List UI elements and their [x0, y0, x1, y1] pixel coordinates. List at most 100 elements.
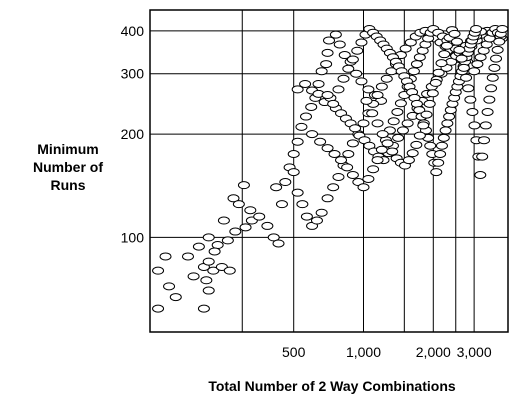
data-points — [152, 24, 509, 313]
data-point — [321, 91, 334, 100]
data-point — [485, 84, 498, 93]
data-point — [474, 53, 487, 62]
data-point — [208, 247, 221, 256]
data-point — [346, 55, 359, 64]
data-point — [328, 150, 341, 159]
data-point — [490, 54, 503, 63]
data-point — [300, 212, 313, 221]
data-point — [187, 272, 200, 281]
data-point — [448, 29, 461, 38]
data-point — [366, 109, 379, 118]
data-point — [429, 78, 442, 87]
data-point — [315, 208, 328, 217]
data-point — [275, 200, 288, 209]
data-point — [404, 38, 417, 47]
data-point — [202, 257, 215, 266]
data-point — [244, 206, 257, 215]
data-point — [476, 152, 489, 161]
data-point — [163, 282, 176, 291]
data-point — [470, 24, 483, 33]
data-point — [253, 212, 266, 221]
data-point — [434, 150, 447, 159]
data-point — [351, 46, 364, 55]
data-point — [401, 119, 414, 128]
data-point — [430, 168, 443, 177]
data-point — [391, 107, 404, 116]
data-point — [314, 137, 327, 146]
data-point — [321, 48, 334, 57]
data-point — [321, 194, 334, 203]
data-point — [333, 40, 346, 49]
data-point — [152, 266, 165, 275]
data-point — [371, 91, 384, 100]
data-point — [291, 137, 304, 146]
data-point — [460, 73, 473, 82]
data-point — [261, 221, 274, 230]
data-point — [315, 67, 328, 76]
data-point — [287, 168, 300, 177]
data-point — [478, 136, 491, 145]
data-point — [432, 68, 445, 77]
y-axis-label-line-2: Number of — [33, 159, 103, 175]
y-tick-label: 100 — [121, 229, 145, 245]
x-axis-label: Total Number of 2 Way Combinations — [208, 378, 456, 394]
data-point — [362, 85, 375, 94]
data-point — [207, 266, 220, 275]
data-point — [232, 200, 245, 209]
data-point — [396, 126, 409, 135]
data-point — [229, 227, 242, 236]
x-tick-label: 500 — [282, 344, 306, 360]
data-point — [367, 165, 380, 174]
data-point — [159, 252, 172, 261]
data-point — [332, 172, 345, 181]
data-point — [417, 121, 430, 130]
data-point — [420, 110, 433, 119]
data-point — [491, 45, 504, 54]
data-point — [295, 122, 308, 131]
data-point — [181, 252, 194, 261]
data-point — [237, 181, 250, 190]
y-tick-label: 300 — [121, 66, 145, 82]
data-point — [402, 156, 415, 165]
data-point — [299, 79, 312, 88]
data-point — [349, 124, 362, 133]
data-point — [327, 99, 340, 108]
data-point — [471, 60, 484, 69]
data-point — [310, 216, 323, 225]
data-point — [413, 53, 426, 62]
data-point — [439, 126, 452, 135]
data-point — [335, 156, 348, 165]
data-point — [279, 178, 292, 187]
data-point — [381, 139, 394, 148]
data-point — [342, 64, 355, 73]
data-point — [337, 74, 350, 83]
data-point — [321, 144, 334, 153]
data-point — [320, 60, 333, 69]
data-point — [346, 139, 359, 148]
data-point — [341, 163, 354, 172]
data-point — [202, 286, 215, 295]
data-point — [387, 117, 400, 126]
x-tick-labels: 500 1,000 2,000 3,000 — [282, 344, 492, 360]
data-point — [323, 36, 336, 45]
data-point — [410, 60, 423, 69]
data-point — [438, 50, 451, 59]
data-point — [371, 119, 384, 128]
data-point — [464, 95, 477, 104]
data-point — [413, 131, 426, 140]
data-point — [300, 112, 313, 121]
data-point — [329, 30, 342, 39]
y-axis-label-line-3: Runs — [51, 177, 86, 193]
data-point — [493, 37, 506, 46]
data-point — [227, 194, 240, 203]
data-point — [338, 51, 351, 60]
data-point — [481, 107, 494, 116]
data-point — [423, 99, 436, 108]
data-point — [357, 119, 370, 128]
data-point — [486, 73, 499, 82]
data-point — [221, 236, 234, 245]
data-point — [239, 223, 252, 232]
data-point — [287, 150, 300, 159]
y-tick-label: 400 — [121, 23, 145, 39]
data-point — [217, 216, 230, 225]
